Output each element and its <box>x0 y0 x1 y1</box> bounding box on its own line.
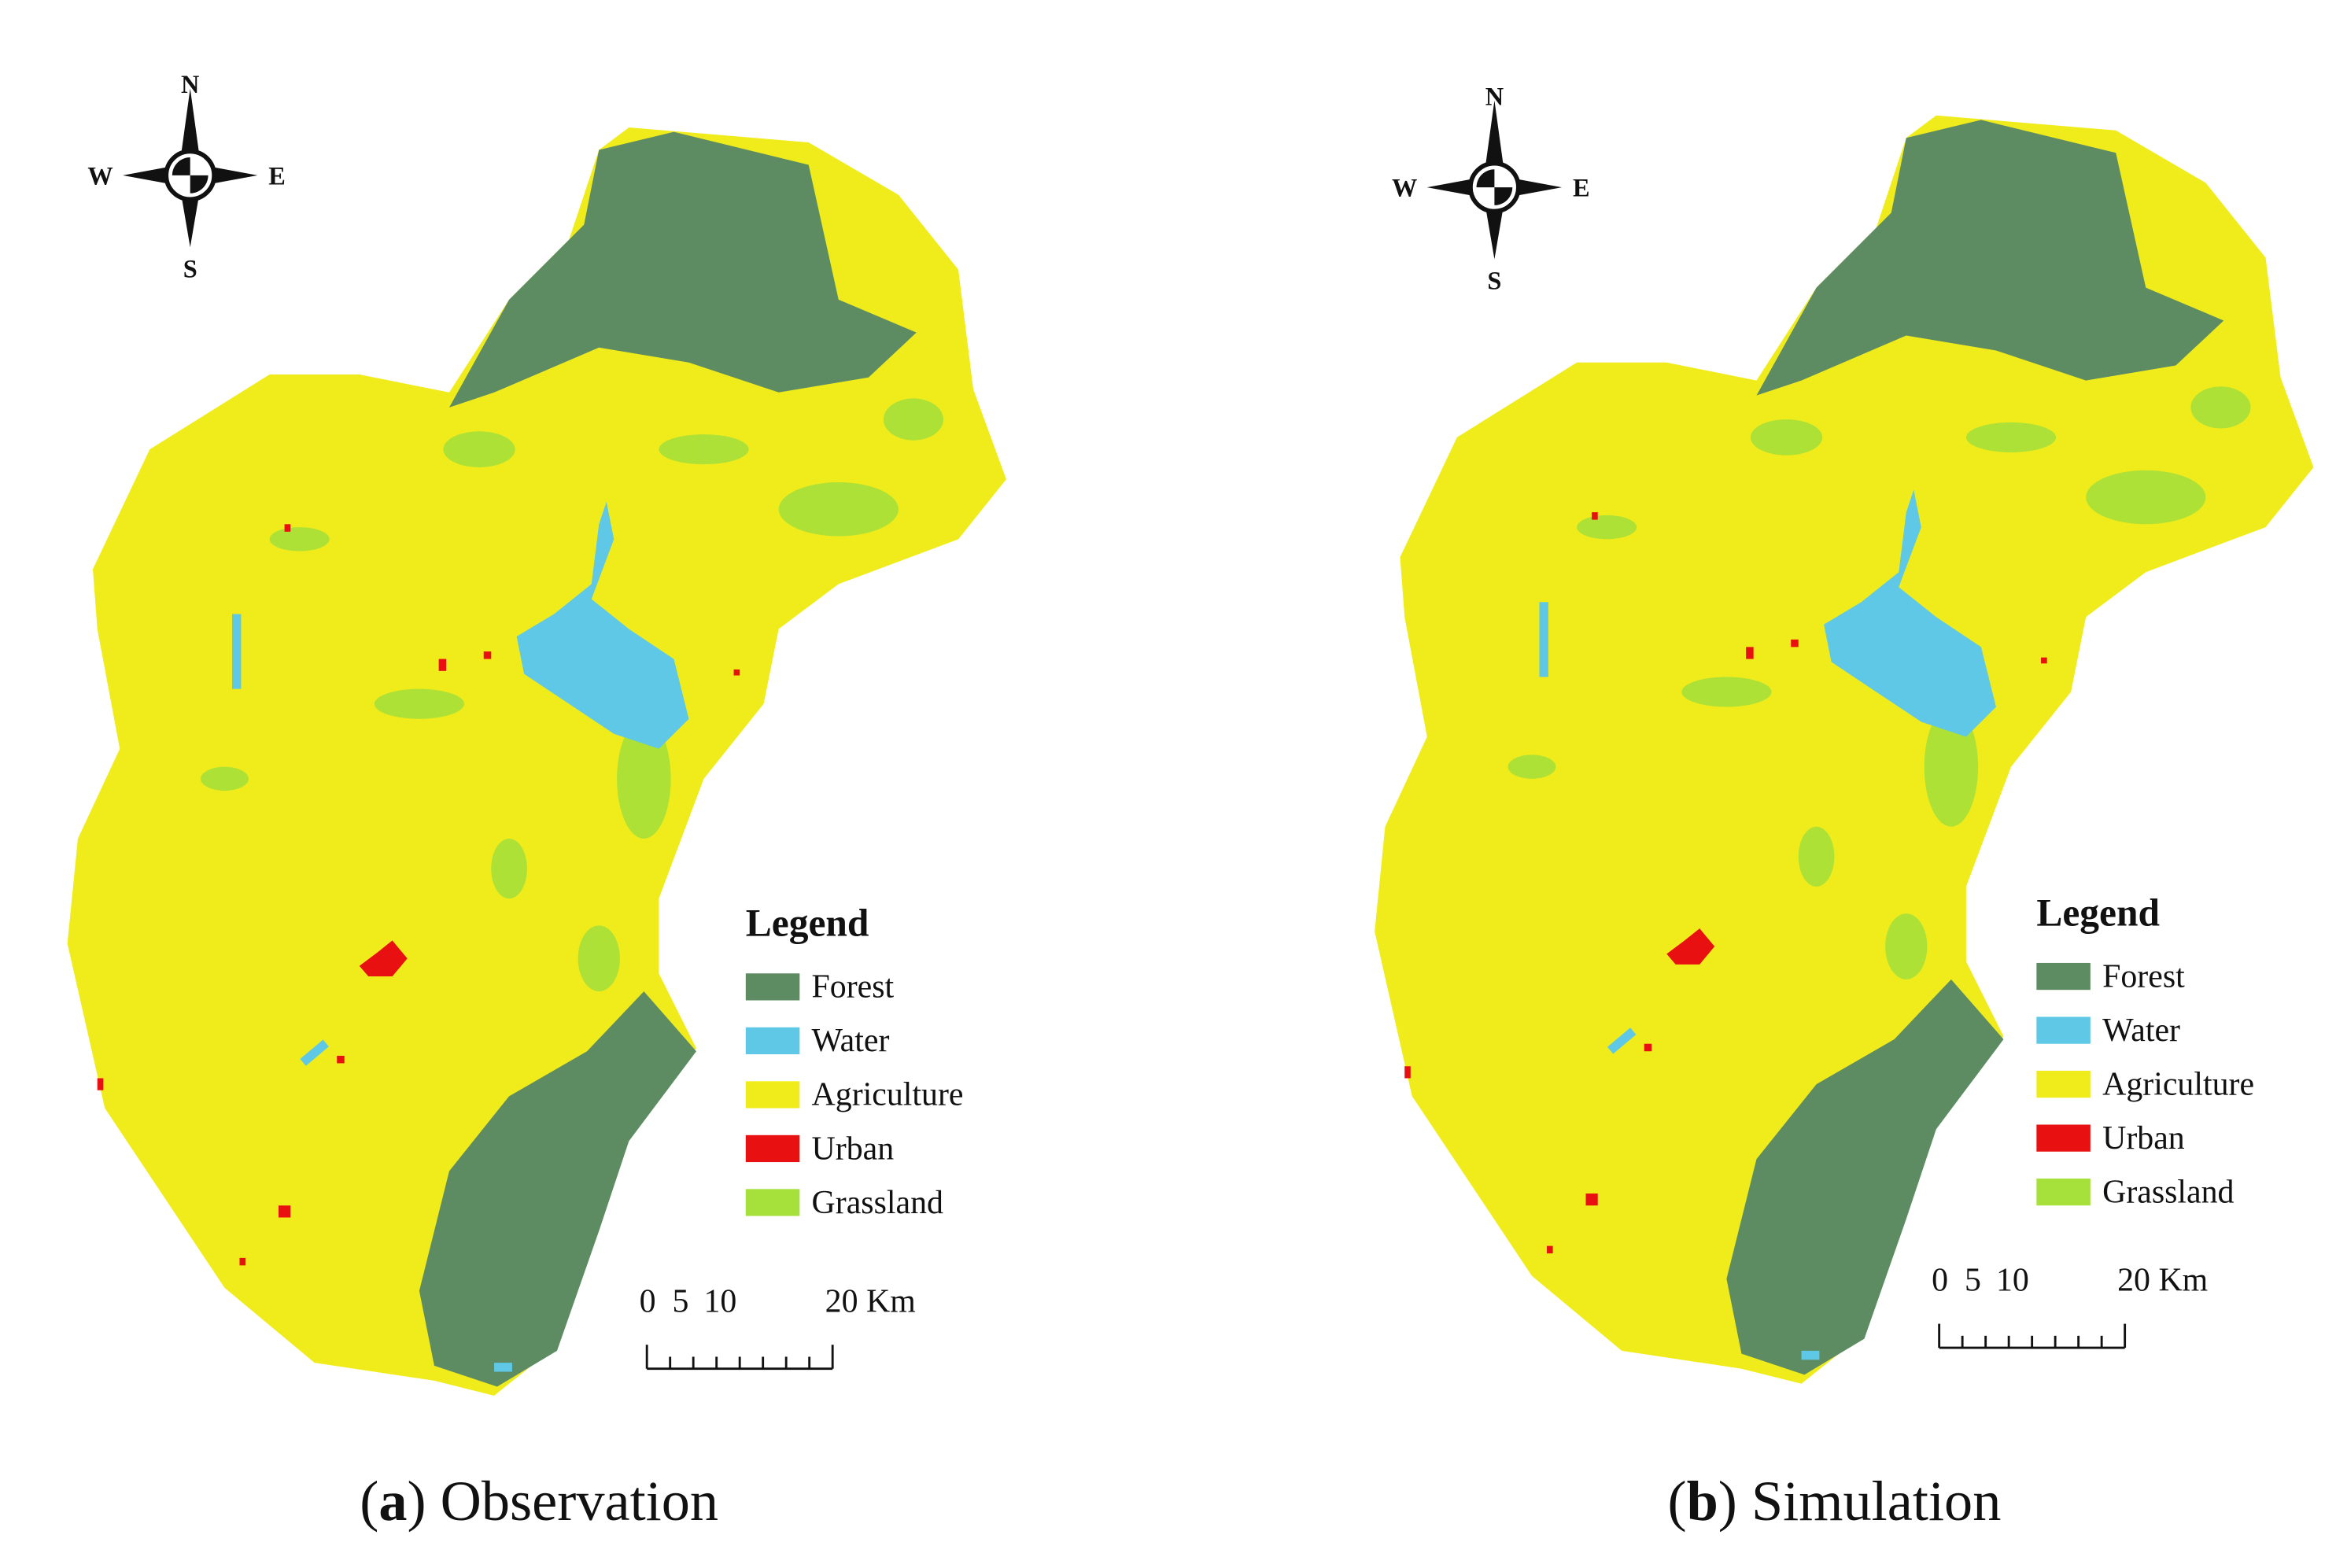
compass-n: N <box>181 70 199 98</box>
caption-part: ) Simulation <box>1718 1470 2002 1533</box>
compass: N S W E <box>87 70 286 282</box>
legend-label: Forest <box>812 969 895 1005</box>
compass-s: S <box>1487 266 1501 294</box>
legend-title: Legend <box>2036 891 2160 934</box>
caption-part: a <box>378 1470 407 1533</box>
scale-label: 5 <box>673 1283 689 1319</box>
scale-label: 10 <box>1996 1263 2029 1299</box>
scale-label: 0 <box>1932 1263 1948 1299</box>
compass-s: S <box>183 254 197 282</box>
legend-swatch <box>2036 1124 2091 1152</box>
compass: N S W E <box>1392 82 1590 294</box>
caption-part: b <box>1687 1470 1718 1533</box>
legend-label: Agriculture <box>2102 1066 2254 1102</box>
compass-quad <box>172 157 209 194</box>
legend-label: Agriculture <box>812 1077 964 1113</box>
legend-label: Grassland <box>2102 1174 2234 1210</box>
legend-swatch <box>745 1081 800 1109</box>
legend-label: Grassland <box>812 1185 943 1221</box>
legend-label: Water <box>2102 1013 2180 1049</box>
scale-label: 5 <box>1965 1263 1981 1299</box>
legend-label: Urban <box>2102 1120 2185 1157</box>
legend-swatch <box>745 1134 800 1163</box>
legend-title: Legend <box>746 902 869 945</box>
caption: (b) Simulation <box>1667 1470 2001 1533</box>
panel: N S W E Legend Forest Water Agriculture Urban Gra… <box>1392 82 2254 1533</box>
compass-e: E <box>268 161 286 190</box>
caption-part: ( <box>1667 1470 1686 1533</box>
legend-label: Urban <box>812 1131 895 1167</box>
compass-quad <box>1476 169 1513 205</box>
legend-swatch <box>2036 1070 2091 1098</box>
legend-label: Forest <box>2102 958 2185 994</box>
legend-swatch <box>745 973 800 1001</box>
legend-swatch <box>2036 1016 2091 1044</box>
legend-swatch <box>2036 1178 2091 1206</box>
caption: (a) Observation <box>360 1470 718 1533</box>
legend-swatch <box>2036 962 2091 991</box>
compass-n: N <box>1485 82 1504 110</box>
legend-swatch <box>745 1027 800 1055</box>
scale-label: 10 <box>704 1283 737 1319</box>
legend-swatch <box>745 1189 800 1216</box>
caption-part: ( <box>360 1470 378 1533</box>
compass-w: W <box>87 161 113 190</box>
compass-e: E <box>1573 173 1590 201</box>
scale-label: 20 Km <box>825 1283 916 1319</box>
caption-part: ) Observation <box>407 1470 718 1533</box>
scale-label: 0 <box>640 1283 656 1319</box>
compass-w: W <box>1392 173 1417 201</box>
legend-label: Water <box>812 1023 890 1059</box>
scale-label: 20 Km <box>2117 1263 2208 1299</box>
panel: N S W E Legend Forest Water Agriculture Urban Gra… <box>87 70 963 1533</box>
